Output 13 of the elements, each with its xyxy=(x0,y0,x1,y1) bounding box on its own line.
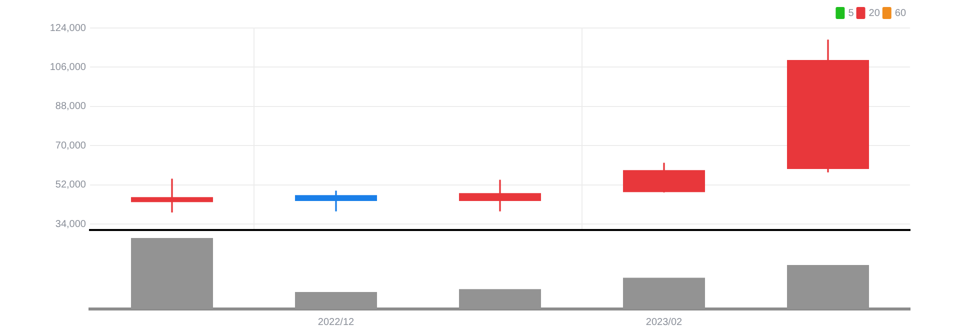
y-tick-label: 88,000 xyxy=(55,101,86,112)
y-tick-label: 106,000 xyxy=(50,62,86,73)
y-tick-label: 34,000 xyxy=(55,218,86,230)
candlestick xyxy=(459,180,541,212)
y-tick-label: 70,000 xyxy=(55,140,86,152)
x-tick-label: 2023/02 xyxy=(646,316,683,328)
candlestick xyxy=(131,178,213,212)
legend-label: 5 xyxy=(848,8,854,19)
y-tick-label: 124,000 xyxy=(50,22,86,34)
x-tick-label: 2022/12 xyxy=(318,316,355,328)
legend-label: 20 xyxy=(868,8,880,19)
y-tick-label: 52,000 xyxy=(55,180,86,191)
legend-label: 60 xyxy=(894,8,906,19)
